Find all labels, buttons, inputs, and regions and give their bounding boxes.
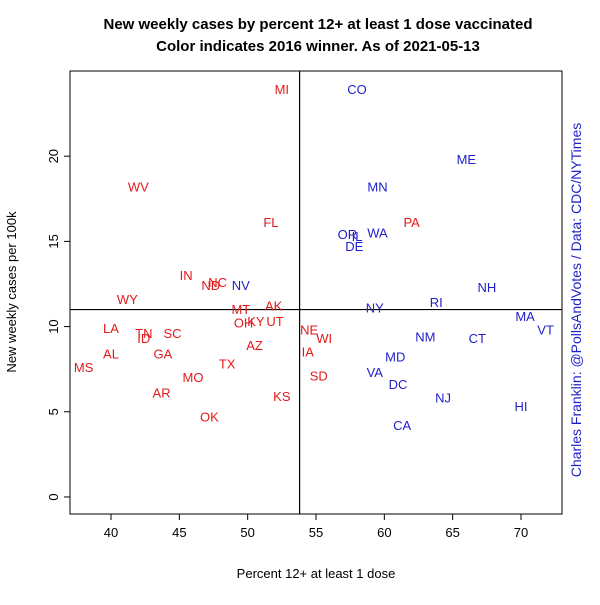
state-point-ky: KY xyxy=(247,314,265,329)
y-tick-label: 10 xyxy=(46,319,61,333)
state-point-mn: MN xyxy=(367,179,387,194)
state-point-pa: PA xyxy=(403,215,420,230)
state-point-il: IL xyxy=(352,229,363,244)
chart-title: New weekly cases by percent 12+ at least… xyxy=(104,16,533,33)
state-point-va: VA xyxy=(367,365,384,380)
state-point-oh: OH xyxy=(234,316,254,331)
x-tick-label: 50 xyxy=(240,525,254,540)
x-tick-label: 60 xyxy=(377,525,391,540)
y-tick-label: 0 xyxy=(46,493,61,500)
state-point-nh: NH xyxy=(477,280,496,295)
y-tick-label: 20 xyxy=(46,149,61,163)
state-point-mo: MO xyxy=(183,370,204,385)
state-point-nm: NM xyxy=(415,329,435,344)
state-point-md: MD xyxy=(385,350,405,365)
state-point-dc: DC xyxy=(389,377,408,392)
state-point-tn: TN xyxy=(135,326,152,341)
state-point-wi: WI xyxy=(316,331,332,346)
state-point-ri: RI xyxy=(430,295,443,310)
x-tick-label: 70 xyxy=(514,525,528,540)
state-point-sc: SC xyxy=(163,326,181,341)
state-point-la: LA xyxy=(103,321,119,336)
state-point-id: ID xyxy=(137,331,150,346)
state-point-ga: GA xyxy=(154,346,173,361)
state-point-az: AZ xyxy=(246,338,263,353)
state-point-wa: WA xyxy=(367,225,388,240)
state-point-ks: KS xyxy=(273,389,291,404)
state-point-ut: UT xyxy=(266,314,283,329)
state-point-wv: WV xyxy=(128,179,149,194)
state-point-co: CO xyxy=(347,82,367,97)
credit-text: Charles Franklin: @PollsAndVotes / Data:… xyxy=(568,123,584,477)
state-point-ia: IA xyxy=(302,345,315,360)
x-tick-label: 40 xyxy=(104,525,118,540)
state-point-in: IN xyxy=(180,268,193,283)
state-point-ar: AR xyxy=(153,386,171,401)
state-point-nv: NV xyxy=(232,278,250,293)
state-point-nc: NC xyxy=(208,275,227,290)
state-point-or: OR xyxy=(338,227,358,242)
state-point-ca: CA xyxy=(393,418,411,433)
state-point-tx: TX xyxy=(219,357,236,372)
state-point-de: DE xyxy=(345,239,363,254)
state-point-me: ME xyxy=(457,152,477,167)
state-point-vt: VT xyxy=(537,322,554,337)
state-point-mt: MT xyxy=(231,302,250,317)
state-point-wy: WY xyxy=(117,292,138,307)
state-point-mi: MI xyxy=(275,82,289,97)
x-tick-label: 65 xyxy=(445,525,459,540)
state-point-sd: SD xyxy=(310,368,328,383)
state-point-ne: NE xyxy=(300,322,318,337)
y-axis: 0 5 10 15 20 xyxy=(46,149,70,501)
state-point-ny: NY xyxy=(366,300,384,315)
chart-subtitle: Color indicates 2016 winner. As of 2021-… xyxy=(156,38,480,55)
state-point-al: AL xyxy=(103,346,119,361)
state-point-nd: ND xyxy=(201,278,220,293)
y-tick-label: 5 xyxy=(46,408,61,415)
x-axis-title: Percent 12+ at least 1 dose xyxy=(237,566,396,581)
y-axis-title: New weekly cases per 100k xyxy=(4,211,19,373)
state-point-ok: OK xyxy=(200,409,219,424)
y-tick-label: 15 xyxy=(46,234,61,248)
state-point-ct: CT xyxy=(469,331,486,346)
state-point-ms: MS xyxy=(74,360,94,375)
state-point-fl: FL xyxy=(263,215,278,230)
state-point-nj: NJ xyxy=(435,391,451,406)
state-point-hi: HI xyxy=(515,399,528,414)
state-point-ak: AK xyxy=(265,299,283,314)
x-axis: 40 45 50 55 60 65 70 xyxy=(104,514,528,540)
x-tick-label: 45 xyxy=(172,525,186,540)
state-point-ma: MA xyxy=(515,309,535,324)
x-tick-label: 55 xyxy=(309,525,323,540)
